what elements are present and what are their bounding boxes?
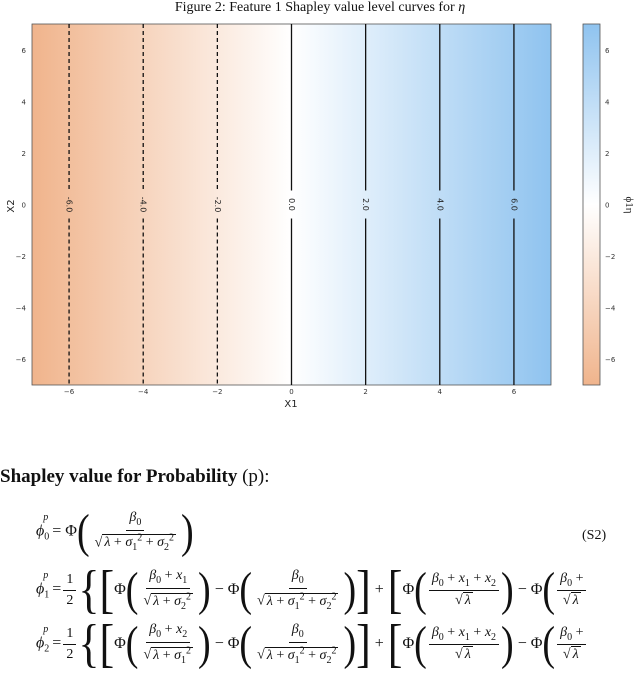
section-title: Shapley value for Probability xyxy=(0,466,238,487)
x-tick-label: 0 xyxy=(289,388,293,396)
equation-phi0: ϕ0p = Φ ( β0 √ λ + σ12 + σ22 ) xyxy=(36,505,194,558)
x-tick-label: 6 xyxy=(512,388,517,396)
colorbar-label: ϕ1η xyxy=(623,196,635,213)
level-label: 2.0 xyxy=(361,198,370,211)
x-tick-label: −6 xyxy=(64,388,75,396)
y-tick-label: 2 xyxy=(22,150,26,158)
x-axis-label: X1 xyxy=(284,399,297,410)
y-tick-label: −4 xyxy=(16,305,27,313)
colorbar-tick-label: −2 xyxy=(605,253,615,261)
colorbar-tick-label: −4 xyxy=(605,305,616,313)
level-label: 6.0 xyxy=(509,198,518,211)
caption-text: Figure 2: Feature 1 Shapley value level … xyxy=(174,0,459,15)
figure: Figure 2: Feature 1 Shapley value level … xyxy=(0,0,640,410)
level-label: -6.0 xyxy=(65,197,74,213)
level-label: 4.0 xyxy=(435,198,444,211)
level-lines: -6.0 -4.0 -2.0 0.0 2.0 4.0 6.0 xyxy=(65,24,518,385)
y-tick-label: −2 xyxy=(16,253,26,261)
colorbar-tick-label: 6 xyxy=(605,47,610,55)
level-label: -2.0 xyxy=(213,197,222,213)
figure-caption: Figure 2: Feature 1 Shapley value level … xyxy=(0,0,640,16)
x-tick-label: 2 xyxy=(363,388,367,396)
section-heading: Shapley value for Probability (p): xyxy=(0,466,270,488)
colorbar-ticks: 6 4 2 0 −2 −4 −6 xyxy=(605,47,616,364)
x-tick-label: −4 xyxy=(138,388,149,396)
x-tick-label: 4 xyxy=(438,388,443,396)
section-symbol: (p): xyxy=(242,466,270,487)
y-ticks: 6 4 2 0 −2 −4 −6 xyxy=(16,47,27,364)
y-axis-label: X2 xyxy=(6,199,17,212)
y-tick-label: 4 xyxy=(22,98,27,106)
y-tick-label: 0 xyxy=(22,202,26,210)
y-tick-label: −6 xyxy=(16,356,27,364)
level-label: 0.0 xyxy=(287,198,296,211)
contour-chart: -6.0 -4.0 -2.0 0.0 2.0 4.0 6.0 −6 −4 −2 0 2 4 6 6 4 2 0… xyxy=(6,23,635,410)
colorbar xyxy=(582,23,601,386)
colorbar-tick-label: 0 xyxy=(605,202,609,210)
colorbar-tick-label: 2 xyxy=(605,150,609,158)
colorbar-tick-label: −6 xyxy=(605,356,616,364)
colorbar-tick-label: 4 xyxy=(605,98,610,106)
caption-symbol: η xyxy=(458,0,466,15)
level-label: -4.0 xyxy=(139,197,148,213)
equation-number: (S2) xyxy=(582,528,607,543)
y-tick-label: 6 xyxy=(22,47,27,55)
x-ticks: −6 −4 −2 0 2 4 6 xyxy=(64,388,517,396)
x-tick-label: −2 xyxy=(212,388,222,396)
